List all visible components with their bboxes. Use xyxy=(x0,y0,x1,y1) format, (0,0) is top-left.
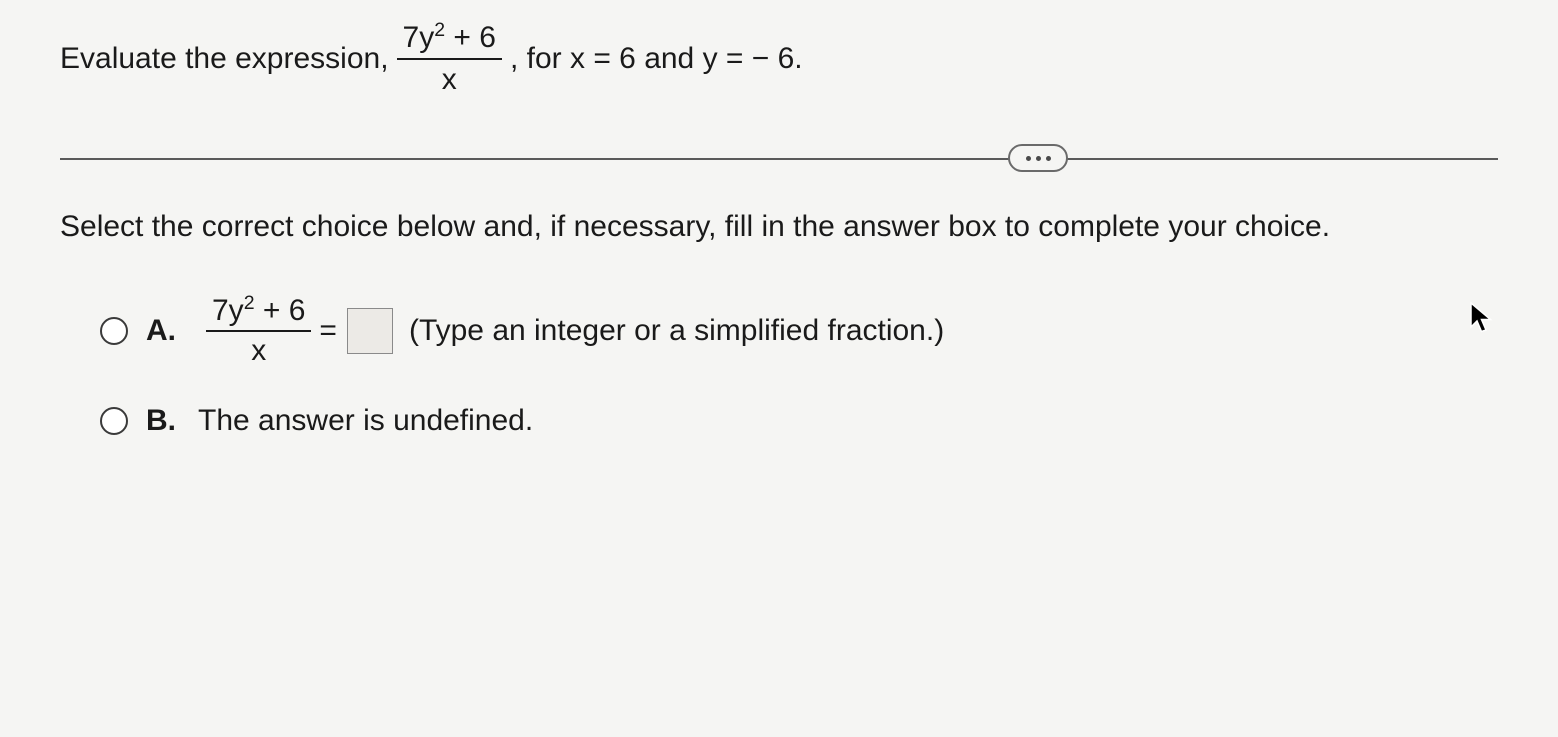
instruction-text: Select the correct choice below and, if … xyxy=(60,210,1498,244)
num-part-a: 7y xyxy=(403,21,435,54)
radio-choice-a[interactable] xyxy=(100,317,128,345)
ellipsis-dot xyxy=(1046,156,1051,161)
choice-b-text: The answer is undefined. xyxy=(198,404,533,438)
choice-a: A. 7y2 + 6 x = (Type an integer or a sim… xyxy=(100,294,1498,368)
choice-a-num-exp: 2 xyxy=(244,292,255,314)
divider-line xyxy=(60,158,1498,160)
question-container: Evaluate the expression, 7y2 + 6 x , for… xyxy=(0,0,1558,438)
answer-input[interactable] xyxy=(347,308,393,354)
question-fraction: 7y2 + 6 x xyxy=(397,20,502,98)
fraction-numerator: 7y2 + 6 xyxy=(397,20,502,60)
choice-a-num-a: 7y xyxy=(212,294,244,327)
radio-choice-b[interactable] xyxy=(100,407,128,435)
fraction-denominator: x xyxy=(442,60,457,98)
question-prefix: Evaluate the expression, xyxy=(60,41,389,77)
question-prompt: Evaluate the expression, 7y2 + 6 x , for… xyxy=(60,20,1498,98)
more-options-button[interactable] xyxy=(1008,144,1068,172)
choice-b-letter: B. xyxy=(146,404,180,438)
choice-a-fraction: 7y2 + 6 x xyxy=(206,294,311,368)
question-suffix: , for x = 6 and y = − 6. xyxy=(510,41,803,77)
choice-a-hint: (Type an integer or a simplified fractio… xyxy=(409,314,944,348)
ellipsis-dot xyxy=(1026,156,1031,161)
num-part-b: + 6 xyxy=(445,21,496,54)
choice-b: B. The answer is undefined. xyxy=(100,404,1498,438)
divider xyxy=(60,158,1498,160)
choice-a-letter: A. xyxy=(146,314,180,348)
choice-a-denominator: x xyxy=(251,332,266,368)
choice-a-num-b: + 6 xyxy=(255,294,306,327)
choice-a-numerator: 7y2 + 6 xyxy=(206,294,311,332)
num-exponent: 2 xyxy=(434,19,445,41)
ellipsis-dot xyxy=(1036,156,1041,161)
equals-sign: = xyxy=(319,314,337,348)
